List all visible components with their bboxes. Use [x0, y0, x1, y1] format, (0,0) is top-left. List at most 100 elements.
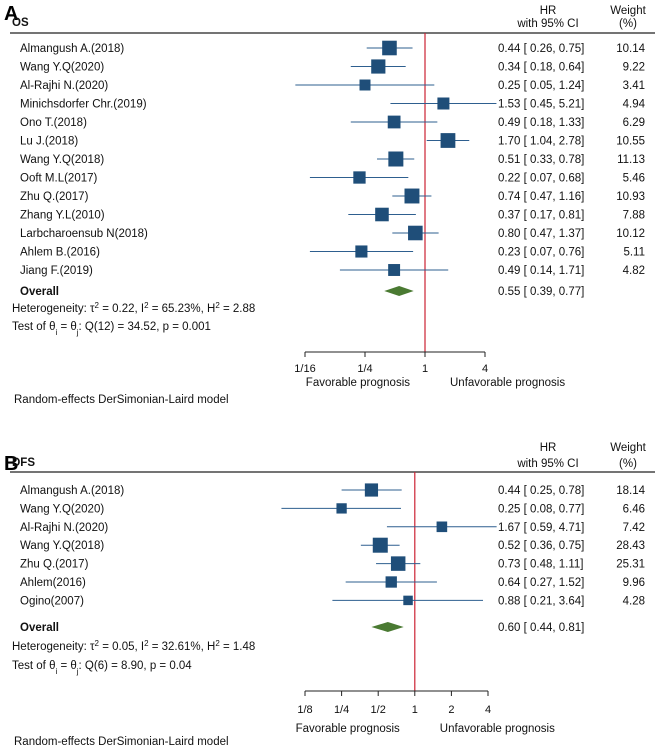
ci-low: 0.33	[530, 154, 552, 166]
ci-low: 0.14	[530, 265, 553, 277]
x-tick-label: 1	[412, 704, 418, 716]
bracket-open: [	[520, 99, 530, 111]
superscript: 2	[144, 301, 149, 310]
hr-marker	[385, 576, 397, 588]
test-prefix: Test of θ	[12, 660, 55, 672]
bracket-close: ]	[581, 173, 584, 185]
ci-high: 0.77	[559, 503, 581, 515]
subscript: i	[55, 328, 57, 337]
bracket-open: [	[520, 265, 530, 277]
heterogeneity-stats: Heterogeneity: τ2 = 0.22, I2 = 65.23%, H…	[12, 301, 255, 316]
bracket-open: [	[520, 117, 530, 129]
bracket-close: ]	[581, 622, 584, 634]
ci-high: 0.64	[559, 62, 582, 74]
weight-value: 9.22	[623, 62, 645, 74]
comma: ,	[552, 43, 558, 55]
bracket-open: [	[520, 522, 530, 534]
hr-value: 0.25	[498, 503, 520, 515]
ci-high: 2.78	[559, 136, 581, 148]
hr-ci-value: 0.52 [ 0.36, 0.75]	[498, 540, 584, 552]
hr-value: 0.23	[498, 247, 520, 259]
ci-high: 1.33	[559, 117, 581, 129]
comma: ,	[552, 595, 558, 607]
hr-ci-value: 0.23 [ 0.07, 0.76]	[498, 247, 584, 259]
study-name: Al-Rajhi N.(2020)	[20, 80, 108, 92]
ci-high: 0.78	[559, 485, 581, 497]
weight-value: 3.41	[623, 80, 645, 92]
ci-low: 0.27	[530, 577, 552, 589]
hr-marker	[336, 503, 347, 514]
x-tick-label: 1/8	[297, 704, 312, 716]
bracket-open: [	[520, 80, 530, 92]
hr-value: 0.64	[498, 577, 521, 589]
subscript: i	[55, 667, 57, 676]
comma: ,	[552, 117, 558, 129]
study-name: Lu J.(2018)	[20, 136, 78, 148]
overall-hr-ci-value: 0.55 [ 0.39, 0.77]	[498, 286, 584, 298]
het-prefix: Heterogeneity: τ	[12, 641, 95, 653]
weight-value: 4.28	[623, 595, 645, 607]
hr-marker	[355, 245, 368, 258]
bracket-open: [	[520, 210, 530, 222]
study-name: Al-Rajhi N.(2020)	[20, 522, 108, 534]
weight-column-subheader: (%)	[619, 458, 637, 470]
hr-marker	[436, 521, 448, 533]
heterogeneity-stats: Heterogeneity: τ2 = 0.05, I2 = 32.61%, H…	[12, 639, 255, 654]
ci-low: 0.07	[530, 173, 552, 185]
bracket-close: ]	[581, 80, 584, 92]
bracket-close: ]	[581, 577, 584, 589]
superscript: 2	[95, 639, 100, 648]
hr-value: 1.70	[498, 136, 520, 148]
study-name: Larbcharoensub N(2018)	[20, 228, 148, 240]
hr-marker	[371, 59, 386, 74]
bracket-close: ]	[581, 191, 584, 203]
hr-value: 0.37	[498, 210, 520, 222]
ci-high: 1.52	[559, 577, 581, 589]
bracket-open: [	[520, 228, 530, 240]
x-tick-label: 2	[448, 704, 454, 716]
ci-low: 0.18	[530, 117, 552, 129]
bracket-open: [	[520, 286, 530, 298]
study-name: Ahlem(2016)	[20, 577, 86, 589]
weight-value: 7.42	[623, 522, 645, 534]
weight-value: 10.55	[616, 136, 645, 148]
superscript: 2	[95, 301, 100, 310]
bracket-close: ]	[581, 136, 584, 148]
overall-ci-low: 0.44	[530, 622, 553, 634]
weight-value: 10.12	[616, 228, 645, 240]
x-tick-label: 1/16	[294, 363, 315, 375]
bracket-close: ]	[581, 265, 584, 277]
hr-column-header: HR	[540, 442, 557, 454]
hr-ci-value: 0.25 [ 0.05, 1.24]	[498, 80, 584, 92]
comma: ,	[552, 80, 558, 92]
hr-column-subheader: with 95% CI	[516, 18, 578, 30]
hr-ci-value: 0.74 [ 0.47, 1.16]	[498, 191, 584, 203]
ci-high: 0.75	[559, 43, 581, 55]
test-of-homogeneity: Test of θi = θj: Q(6) = 8.90, p = 0.04	[12, 660, 192, 676]
ci-low: 0.45	[530, 99, 552, 111]
x-tick-label: 4	[485, 704, 491, 716]
weight-value: 11.13	[617, 154, 645, 166]
hr-ci-value: 0.80 [ 0.47, 1.37]	[498, 228, 584, 240]
bracket-close: ]	[581, 43, 584, 55]
comma: ,	[552, 62, 558, 74]
weight-value: 25.31	[616, 559, 645, 571]
overall-label: Overall	[20, 622, 59, 634]
comma: ,	[552, 286, 558, 298]
bracket-close: ]	[581, 595, 584, 607]
bracket-open: [	[520, 191, 530, 203]
ci-low: 1.04	[530, 136, 553, 148]
hr-value: 0.25	[498, 80, 520, 92]
model-note: Random-effects DerSimonian-Laird model	[14, 394, 229, 406]
hr-marker	[375, 207, 389, 222]
x-tick-label: 1/4	[334, 704, 349, 716]
ci-low: 0.21	[530, 595, 552, 607]
subscript: j	[76, 328, 79, 337]
weight-value: 5.46	[623, 173, 645, 185]
bracket-open: [	[520, 173, 530, 185]
comma: ,	[552, 265, 558, 277]
x-tick-label: 1	[422, 363, 428, 375]
het-tau2: = 0.22, I	[99, 303, 144, 315]
hr-ci-value: 1.53 [ 0.45, 5.21]	[498, 99, 584, 111]
hr-ci-value: 0.88 [ 0.21, 3.64]	[498, 595, 584, 607]
